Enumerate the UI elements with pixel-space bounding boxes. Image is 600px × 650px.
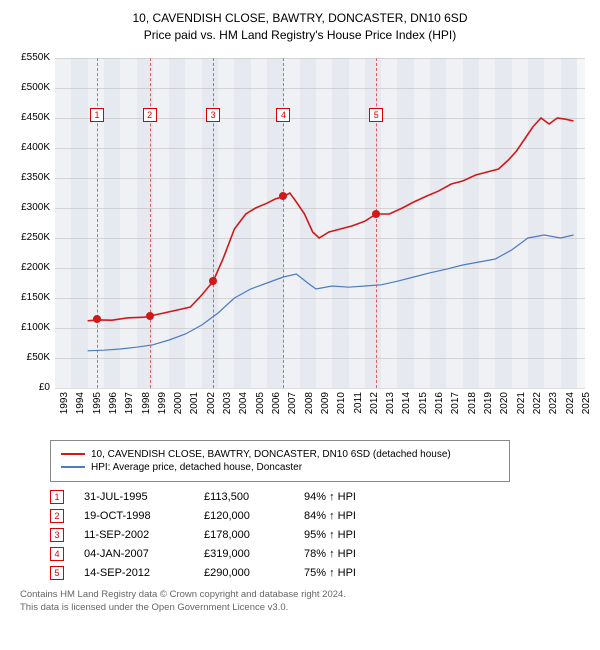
- x-tick-label: 2002: [206, 392, 217, 420]
- transaction-point: [209, 277, 217, 285]
- transaction-marker: 3: [206, 108, 220, 122]
- chart-lines: [10, 50, 585, 388]
- table-row: 5 14-SEP-2012 £290,000 75% ↑ HPI: [50, 566, 590, 580]
- x-tick-label: 2021: [516, 392, 527, 420]
- x-tick-label: 1995: [92, 392, 103, 420]
- row-pct: 95% ↑ HPI: [304, 529, 394, 541]
- x-tick-label: 2016: [434, 392, 445, 420]
- x-tick-label: 2007: [287, 392, 298, 420]
- transaction-point: [93, 315, 101, 323]
- x-tick-label: 1997: [124, 392, 135, 420]
- x-tick-label: 2015: [418, 392, 429, 420]
- x-tick-label: 2020: [499, 392, 510, 420]
- row-price: £120,000: [204, 510, 284, 522]
- row-date: 04-JAN-2007: [84, 548, 184, 560]
- x-tick-label: 2003: [222, 392, 233, 420]
- row-pct: 75% ↑ HPI: [304, 567, 394, 579]
- row-date: 14-SEP-2012: [84, 567, 184, 579]
- transaction-point: [146, 312, 154, 320]
- title-line2: Price paid vs. HM Land Registry's House …: [10, 27, 590, 44]
- row-marker: 2: [50, 509, 64, 523]
- legend-item: 10, CAVENDISH CLOSE, BAWTRY, DONCASTER, …: [61, 449, 499, 460]
- x-tick-label: 2001: [189, 392, 200, 420]
- transactions-table: 1 31-JUL-1995 £113,500 94% ↑ HPI 2 19-OCT-199…: [50, 490, 590, 580]
- x-tick-label: 2024: [565, 392, 576, 420]
- row-date: 11-SEP-2002: [84, 529, 184, 541]
- row-pct: 84% ↑ HPI: [304, 510, 394, 522]
- x-tick-label: 1999: [157, 392, 168, 420]
- table-row: 1 31-JUL-1995 £113,500 94% ↑ HPI: [50, 490, 590, 504]
- transaction-marker: 5: [369, 108, 383, 122]
- price-chart: 1993 1994 1995 1996 1997 1998 1999 2000 2001 2002…: [10, 50, 590, 430]
- row-date: 19-OCT-1998: [84, 510, 184, 522]
- row-price: £178,000: [204, 529, 284, 541]
- row-marker: 3: [50, 528, 64, 542]
- row-price: £113,500: [204, 491, 284, 503]
- row-marker: 5: [50, 566, 64, 580]
- x-tick-label: 2009: [320, 392, 331, 420]
- row-price: £319,000: [204, 548, 284, 560]
- x-tick-label: 2010: [336, 392, 347, 420]
- title-line1: 10, CAVENDISH CLOSE, BAWTRY, DONCASTER, …: [10, 10, 590, 27]
- row-pct: 78% ↑ HPI: [304, 548, 394, 560]
- row-marker: 1: [50, 490, 64, 504]
- legend: 10, CAVENDISH CLOSE, BAWTRY, DONCASTER, …: [50, 440, 510, 482]
- x-tick-label: 2023: [548, 392, 559, 420]
- transaction-marker: 1: [90, 108, 104, 122]
- x-tick-label: 2014: [401, 392, 412, 420]
- x-tick-label: 2012: [369, 392, 380, 420]
- transaction-point: [279, 192, 287, 200]
- legend-item: HPI: Average price, detached house, Donc…: [61, 462, 499, 473]
- table-row: 2 19-OCT-1998 £120,000 84% ↑ HPI: [50, 509, 590, 523]
- attribution-line2: This data is licensed under the Open Gov…: [20, 601, 590, 614]
- x-tick-label: 2008: [304, 392, 315, 420]
- x-tick-label: 2006: [271, 392, 282, 420]
- legend-label: 10, CAVENDISH CLOSE, BAWTRY, DONCASTER, …: [91, 449, 451, 460]
- attribution-line1: Contains HM Land Registry data © Crown c…: [20, 588, 590, 601]
- x-tick-label: 2017: [450, 392, 461, 420]
- x-tick-label: 2005: [255, 392, 266, 420]
- x-tick-label: 2004: [238, 392, 249, 420]
- x-tick-label: 2018: [467, 392, 478, 420]
- x-tick-label: 1998: [141, 392, 152, 420]
- row-date: 31-JUL-1995: [84, 491, 184, 503]
- transaction-marker: 2: [143, 108, 157, 122]
- table-row: 3 11-SEP-2002 £178,000 95% ↑ HPI: [50, 528, 590, 542]
- row-pct: 94% ↑ HPI: [304, 491, 394, 503]
- x-tick-label: 2011: [353, 392, 364, 420]
- transaction-point: [372, 210, 380, 218]
- row-marker: 4: [50, 547, 64, 561]
- x-tick-label: 2022: [532, 392, 543, 420]
- x-tick-label: 2000: [173, 392, 184, 420]
- table-row: 4 04-JAN-2007 £319,000 78% ↑ HPI: [50, 547, 590, 561]
- row-price: £290,000: [204, 567, 284, 579]
- x-tick-label: 1993: [59, 392, 70, 420]
- x-tick-label: 1996: [108, 392, 119, 420]
- x-tick-label: 2025: [581, 392, 592, 420]
- transaction-marker: 4: [276, 108, 290, 122]
- legend-label: HPI: Average price, detached house, Donc…: [91, 462, 302, 473]
- x-tick-label: 2019: [483, 392, 494, 420]
- x-tick-label: 2013: [385, 392, 396, 420]
- x-tick-label: 1994: [75, 392, 86, 420]
